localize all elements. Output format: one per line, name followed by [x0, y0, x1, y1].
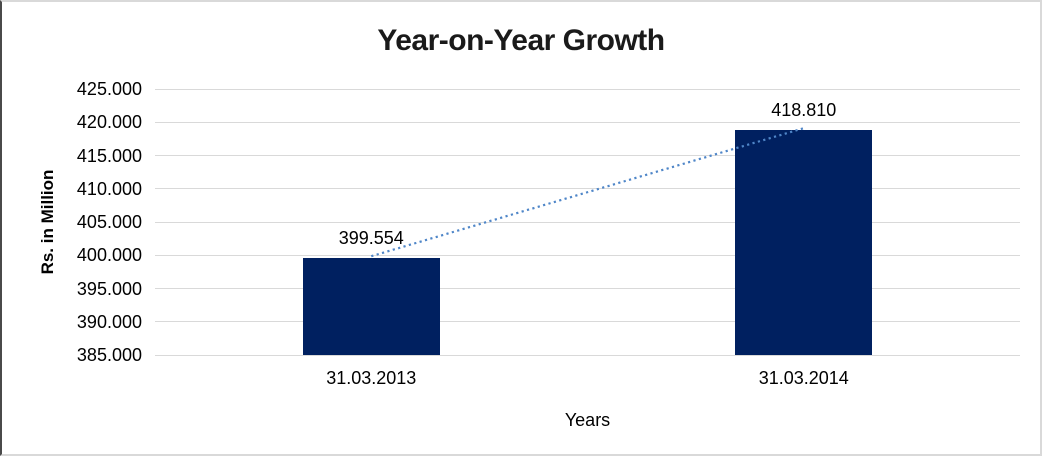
bar-data-label: 418.810	[771, 100, 837, 121]
y-axis-tick-label: 390.000	[76, 311, 142, 332]
y-axis-tick-label: 395.000	[76, 278, 142, 299]
gridline	[155, 221, 1020, 223]
trendline-dotted	[370, 127, 805, 258]
y-axis-tick-label: 425.000	[76, 79, 142, 99]
x-axis-tick-label: 31.03.2014	[758, 368, 849, 388]
gridline	[155, 254, 1020, 256]
bar	[302, 258, 440, 355]
y-axis-tick-label: 400.000	[76, 245, 142, 266]
x-axis-title: Years	[564, 410, 611, 430]
gridline	[155, 354, 1020, 356]
gridline	[155, 188, 1020, 190]
y-axis-tick-label: 405.000	[76, 212, 142, 232]
y-axis-tick-label: 415.000	[76, 145, 142, 166]
gridline	[155, 321, 1020, 323]
y-axis-tick-label: 420.000	[76, 112, 142, 133]
gridline	[155, 155, 1020, 156]
chart-title: Year-on-Year Growth	[377, 24, 665, 57]
gridline	[155, 121, 1020, 123]
plot-area: 399.554 418.810	[155, 88, 1020, 356]
x-axis-tick-label: 31.03.2013	[326, 368, 417, 388]
y-axis-tick-label: 385.000	[76, 345, 142, 365]
gridline	[155, 288, 1020, 289]
bar	[735, 130, 873, 355]
bar-data-label: 399.554	[338, 228, 404, 249]
gridline	[155, 88, 1020, 90]
y-axis-tick-label: 410.000	[76, 178, 142, 199]
